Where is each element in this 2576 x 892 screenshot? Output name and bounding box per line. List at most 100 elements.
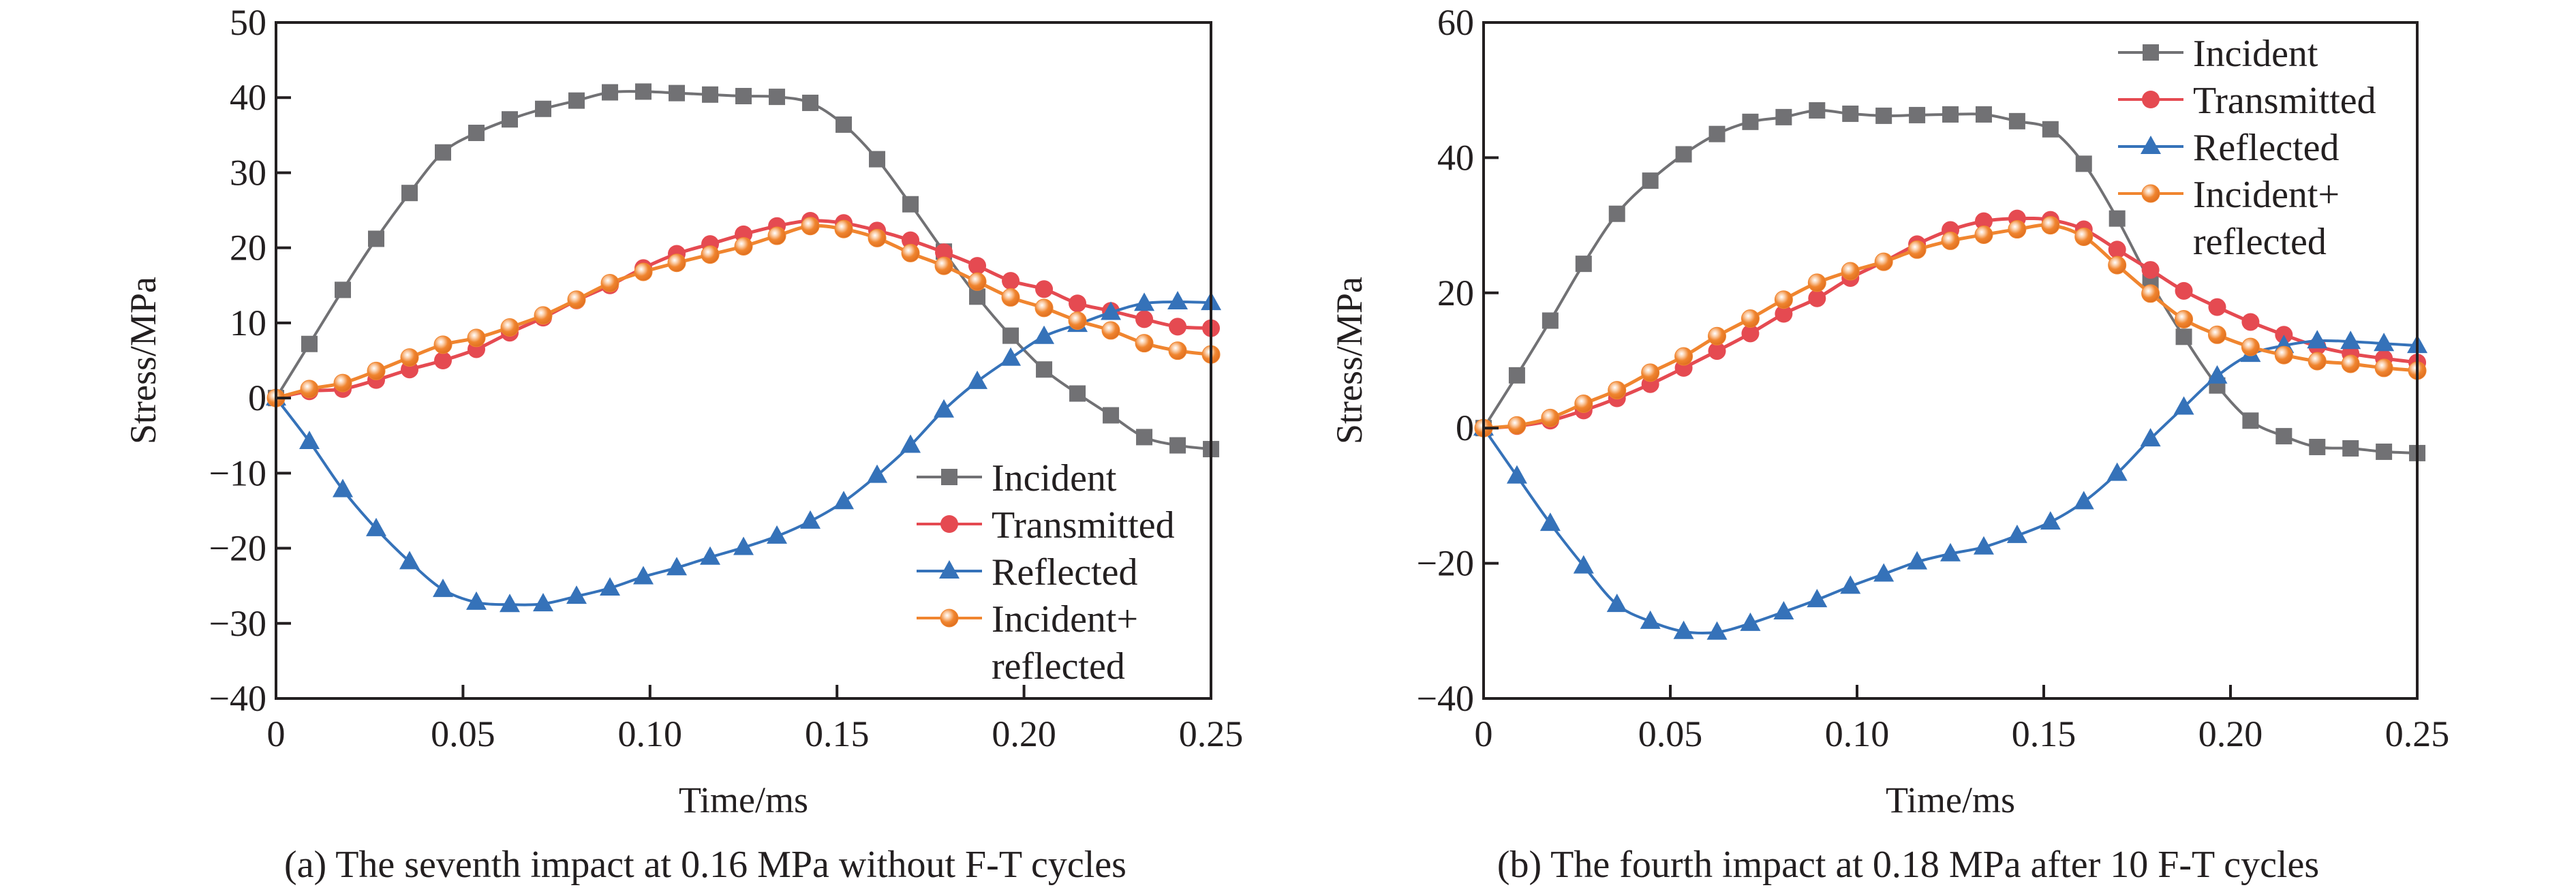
data-point-transmitted [1002,272,1020,290]
legend-label: Reflected [992,551,1138,594]
x-tick-label: 0.15 [805,713,870,754]
data-point-incident [2075,155,2092,172]
data-point-incident_reflected [1608,381,1627,400]
data-point-incident_reflected [333,373,352,393]
y-tick-label: 40 [230,77,266,118]
data-point-reflected [800,510,821,529]
data-point-reflected [299,431,320,450]
data-point-transmitted [1069,294,1087,313]
legend-item-transmitted: Transmitted [917,504,1175,547]
data-point-incident [1875,107,1892,124]
data-point-incident [1809,102,1826,119]
data-point-incident_reflected [1507,416,1527,435]
legend-item-reflected: Reflected [917,551,1138,594]
x-tick-label: 0.10 [618,713,683,754]
y-tick-label: 10 [230,303,266,343]
legend-label: reflected [992,645,1125,688]
data-point-transmitted [902,231,920,249]
legend-item-transmitted: Transmitted [2118,80,2376,122]
data-point-transmitted [1974,212,1993,230]
data-point-incident [435,144,452,161]
data-point-reflected [566,585,587,604]
data-point-incident [2309,438,2326,455]
data-point-reflected [2307,330,2328,349]
x-tick-label: 0 [1475,713,1493,754]
legend-label: Incident [2193,33,2318,75]
data-point-incident [1909,106,1926,123]
data-point-reflected [833,491,855,510]
data-point-transmitted [434,352,453,369]
data-point-reflected [900,434,921,453]
y-tick-label: 30 [230,152,266,193]
data-point-incident_reflected [1674,347,1693,366]
data-point-incident_reflected [1708,326,1727,345]
data-point-reflected [2040,511,2061,530]
data-point-incident_reflected [1168,341,1187,360]
data-point-reflected [1101,301,1122,320]
data-point-incident [902,196,919,213]
legend-label: Incident+ [992,598,1138,641]
data-point-incident_reflected [1101,321,1120,340]
data-point-incident_reflected [1068,311,1087,330]
data-point-incident [869,151,886,168]
data-point-incident [669,84,686,102]
data-point-reflected [767,525,788,544]
y-tick-label: 60 [1437,2,1474,43]
data-point-transmitted [1169,318,1187,336]
data-point-reflected [1807,589,1828,608]
data-point-incident [1675,146,1692,163]
data-point-incident [2175,328,2192,345]
data-point-incident_reflected [901,243,920,262]
legend-a: Incident TransmittedReflectedIncident+ref… [917,457,1175,688]
data-point-incident [1742,113,1759,130]
data-point-transmitted [2141,261,2160,279]
data-point-incident [835,116,853,133]
data-point-incident [502,111,519,128]
data-point-incident_reflected [500,318,519,337]
data-point-incident [1608,205,1625,222]
data-point-reflected [733,536,754,555]
legend-item-incident: Incident [917,457,1117,499]
data-point-reflected [633,566,654,585]
data-point-incident [2376,443,2393,460]
legend-label: reflected [2193,221,2327,263]
ticks-a: −40 −30 −20 −10 0 10 20 30 40 50 0 0.05 0.10 0.15 0.20… [209,2,1244,754]
x-tick-label: 0.15 [2012,713,2076,754]
data-point-incident_reflected [934,256,953,275]
data-point-incident_reflected [567,290,586,309]
data-point-incident [1169,437,1186,454]
data-point-reflected [1907,551,1928,570]
data-point-incident [1642,172,1659,189]
data-point-incident_reflected [1974,225,1993,244]
data-point-incident_reflected [1774,290,1793,309]
data-point-reflected [433,579,454,598]
data-point-incident [1508,367,1525,384]
legend-b: Incident Transmitted Reflected Incident+ ref… [2118,33,2376,263]
data-point-incident_reflected [1135,334,1154,353]
y-tick-label: 50 [230,2,266,43]
x-axis-title-a: Time/ms [679,780,808,820]
data-point-incident [635,83,652,100]
y-tick-label: 20 [1437,273,1474,313]
plot-frame-a [275,21,1212,700]
data-point-incident_reflected [868,228,887,247]
legend-label: Transmitted [992,504,1175,547]
data-point-reflected [1606,594,1627,613]
x-tick-label: 0.25 [1179,713,1244,754]
data-point-incident_reflected [1941,231,1960,250]
caption-a: (a) The seventh impact at 0.16 MPa witho… [284,844,1126,886]
data-point-reflected [934,399,955,418]
data-point-reflected [2340,330,2361,350]
legend-marker-transmitted [940,515,958,533]
y-axis-title-a: Stress/MPa [123,277,164,444]
data-point-reflected [867,464,888,483]
data-point-incident [1002,327,1019,344]
y-axis-title-b: Stress/MPa [1329,277,1370,444]
data-point-incident [401,185,418,202]
data-point-incident [2042,121,2059,138]
x-tick-label: 0.10 [1825,713,1890,754]
legend-item-reflected: Reflected [2118,127,2340,169]
data-point-incident_reflected [1907,240,1927,259]
data-point-reflected [2006,524,2027,543]
